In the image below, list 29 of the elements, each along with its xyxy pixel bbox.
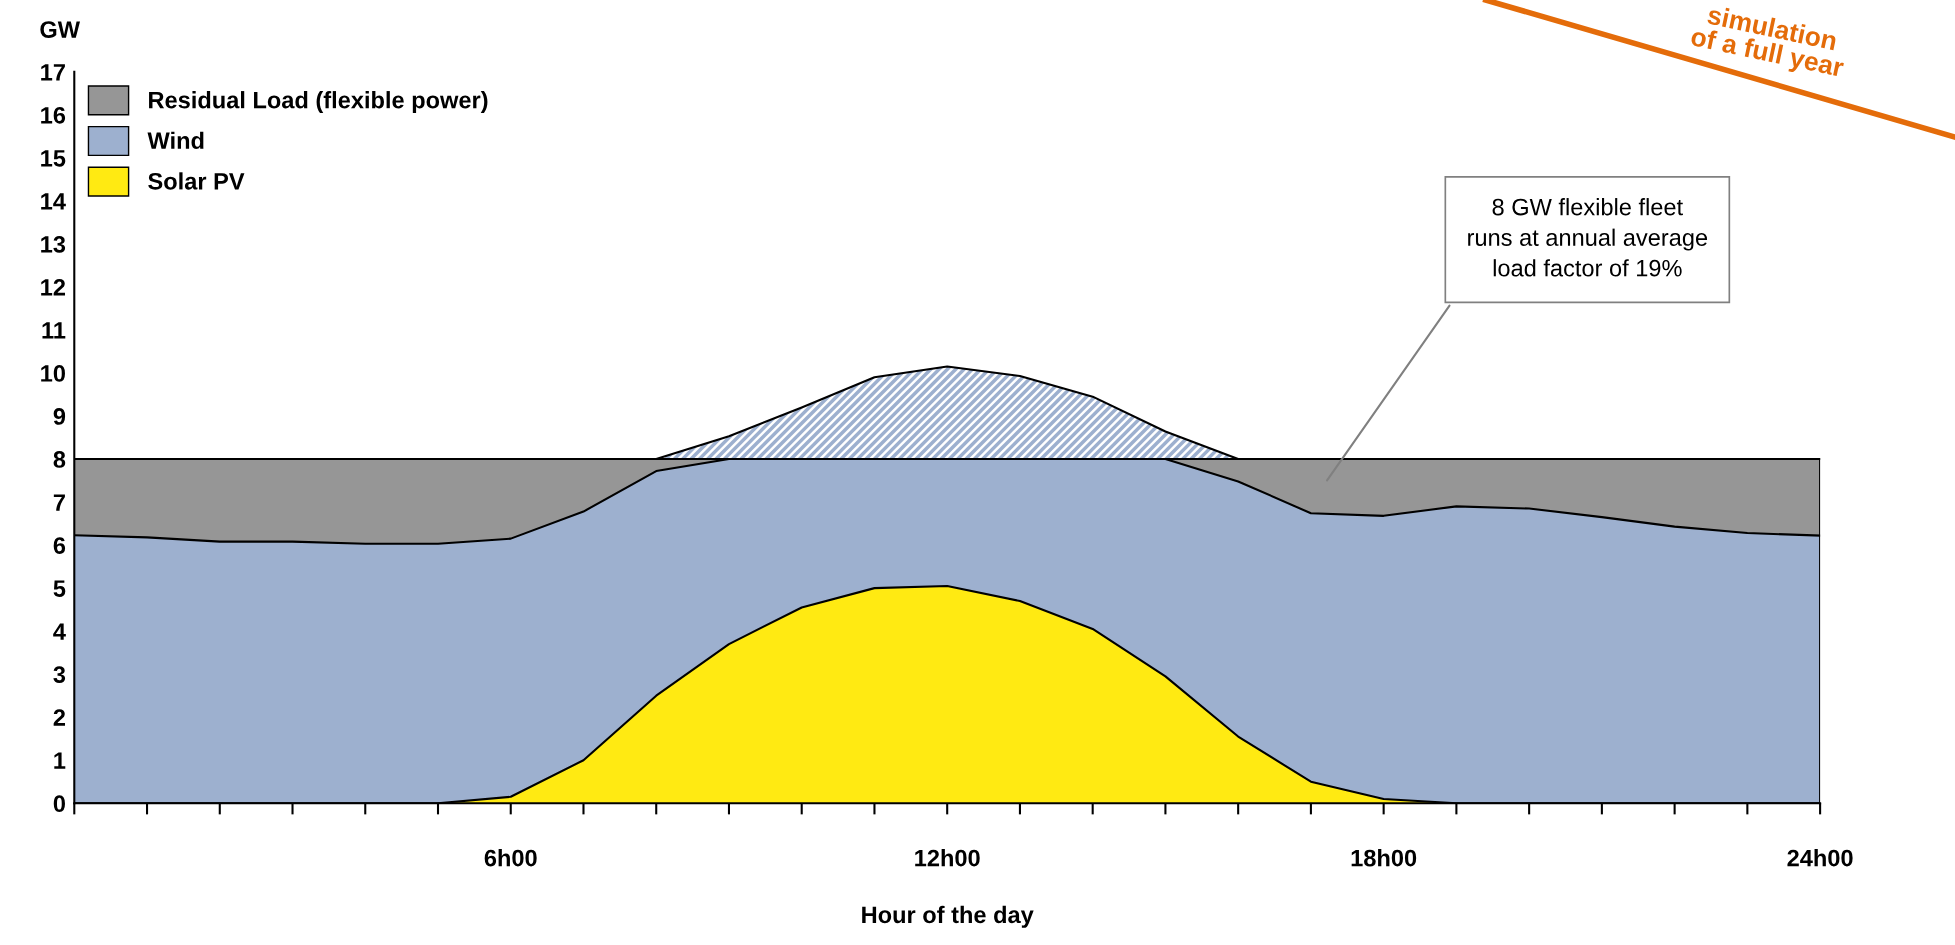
annotation: simulation of a full year [1689,4,1845,83]
annotation: 8 GW flexible fleet runs at annual average load factor of 19% [1468,198,1708,277]
y-tick-label: 12 [41,279,66,296]
x-axis-title: Hour of the day [862,905,1034,928]
y-tick-label: 1 [54,752,66,769]
y-tick-label: 2 [53,709,66,726]
y-tick-label: 4 [53,623,66,640]
y-tick-label: 13 [41,235,66,253]
y-tick-label: 10 [41,365,65,382]
y-tick-label: 7 [53,494,65,511]
legend-label: Wind [147,131,204,150]
y-tick-label: 3 [53,666,66,683]
y-tick-label: 16 [41,106,66,124]
y-axis-title: GW [40,21,80,38]
y-tick-label: 11 [42,322,66,339]
y-tick-label: 14 [41,193,66,210]
y-tick-label: 6 [53,537,66,554]
y-tick-label: 9 [53,408,66,425]
legend-label: Solar PV [148,172,245,190]
legend-label: Residual Load (flexible power) [149,91,488,114]
x-tick-label: 6h00 [484,849,537,867]
y-tick-label: 0 [53,795,65,813]
y-tick-label: 8 [53,451,66,468]
x-tick-label: 12h00 [915,849,980,867]
y-tick-label: 15 [41,150,66,167]
y-tick-label: 5 [53,580,66,597]
x-tick-label: 24h00 [1787,849,1853,867]
y-tick-label: 17 [41,64,65,81]
x-tick-label: 18h00 [1351,849,1417,867]
